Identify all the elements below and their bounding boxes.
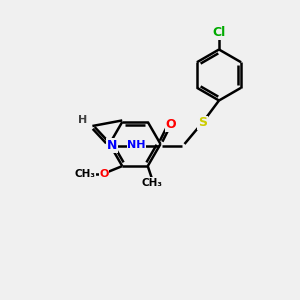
Text: H: H [78,115,87,125]
Text: O: O [100,169,109,178]
Text: O: O [166,118,176,131]
Text: CH₃: CH₃ [74,169,95,178]
Text: S: S [198,116,207,130]
Text: N: N [107,139,117,152]
Text: Cl: Cl [212,26,226,40]
Text: NH: NH [127,140,146,151]
Text: CH₃: CH₃ [142,178,163,188]
